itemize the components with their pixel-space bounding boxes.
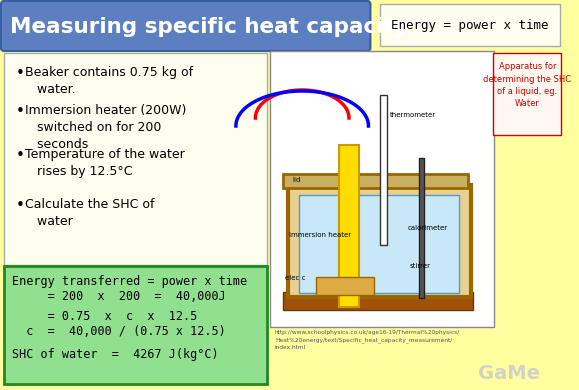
Text: SHC of water  =  4267 J(kg°C): SHC of water = 4267 J(kg°C) xyxy=(12,348,218,361)
FancyBboxPatch shape xyxy=(283,292,473,310)
FancyBboxPatch shape xyxy=(419,158,424,298)
Text: elec c: elec c xyxy=(285,275,305,281)
Text: thermometer: thermometer xyxy=(390,112,436,118)
Text: GaMe: GaMe xyxy=(478,364,540,383)
Text: Energy transferred = power x time: Energy transferred = power x time xyxy=(12,275,247,288)
FancyBboxPatch shape xyxy=(380,4,559,46)
Text: Beaker contains 0.75 kg of
   water.: Beaker contains 0.75 kg of water. xyxy=(25,66,193,96)
Text: = 200  x  200  =  40,000J: = 200 x 200 = 40,000J xyxy=(12,290,225,303)
Text: = 0.75  x  c  x  12.5: = 0.75 x c x 12.5 xyxy=(12,310,197,323)
FancyBboxPatch shape xyxy=(4,53,267,265)
FancyBboxPatch shape xyxy=(4,266,267,384)
FancyBboxPatch shape xyxy=(316,277,374,295)
Text: c  =  40,000 / (0.75 x 12.5): c = 40,000 / (0.75 x 12.5) xyxy=(12,325,225,338)
FancyBboxPatch shape xyxy=(299,195,459,293)
Text: http://www.schoolphysics.co.uk/age16-19/Thermal%20physics/
Heat%20energy/text/Sp: http://www.schoolphysics.co.uk/age16-19/… xyxy=(275,330,460,350)
Text: Immersion heater (200W)
   switched on for 200
   seconds: Immersion heater (200W) switched on for … xyxy=(25,104,186,151)
Text: Apparatus for
determining the SHC
of a liquid, eg.
Water: Apparatus for determining the SHC of a l… xyxy=(483,62,571,108)
Text: Measuring specific heat capacity: Measuring specific heat capacity xyxy=(10,17,408,37)
FancyBboxPatch shape xyxy=(1,1,371,51)
Text: lid: lid xyxy=(292,177,301,183)
Text: •: • xyxy=(16,104,24,119)
Text: Calculate the SHC of
   water: Calculate the SHC of water xyxy=(25,198,155,228)
Text: •: • xyxy=(16,66,24,81)
FancyBboxPatch shape xyxy=(339,145,359,307)
FancyBboxPatch shape xyxy=(380,95,387,245)
FancyBboxPatch shape xyxy=(283,174,468,188)
Text: stirrer: stirrer xyxy=(409,263,430,269)
FancyBboxPatch shape xyxy=(288,185,471,297)
Text: Temperature of the water
   rises by 12.5°C: Temperature of the water rises by 12.5°C xyxy=(25,148,185,178)
Text: Energy = power x time: Energy = power x time xyxy=(391,18,548,32)
FancyBboxPatch shape xyxy=(493,53,562,135)
Text: calorimeter: calorimeter xyxy=(408,225,448,231)
Text: •: • xyxy=(16,198,24,213)
Text: immersion heater: immersion heater xyxy=(288,232,351,238)
FancyBboxPatch shape xyxy=(270,51,494,327)
Text: •: • xyxy=(16,148,24,163)
